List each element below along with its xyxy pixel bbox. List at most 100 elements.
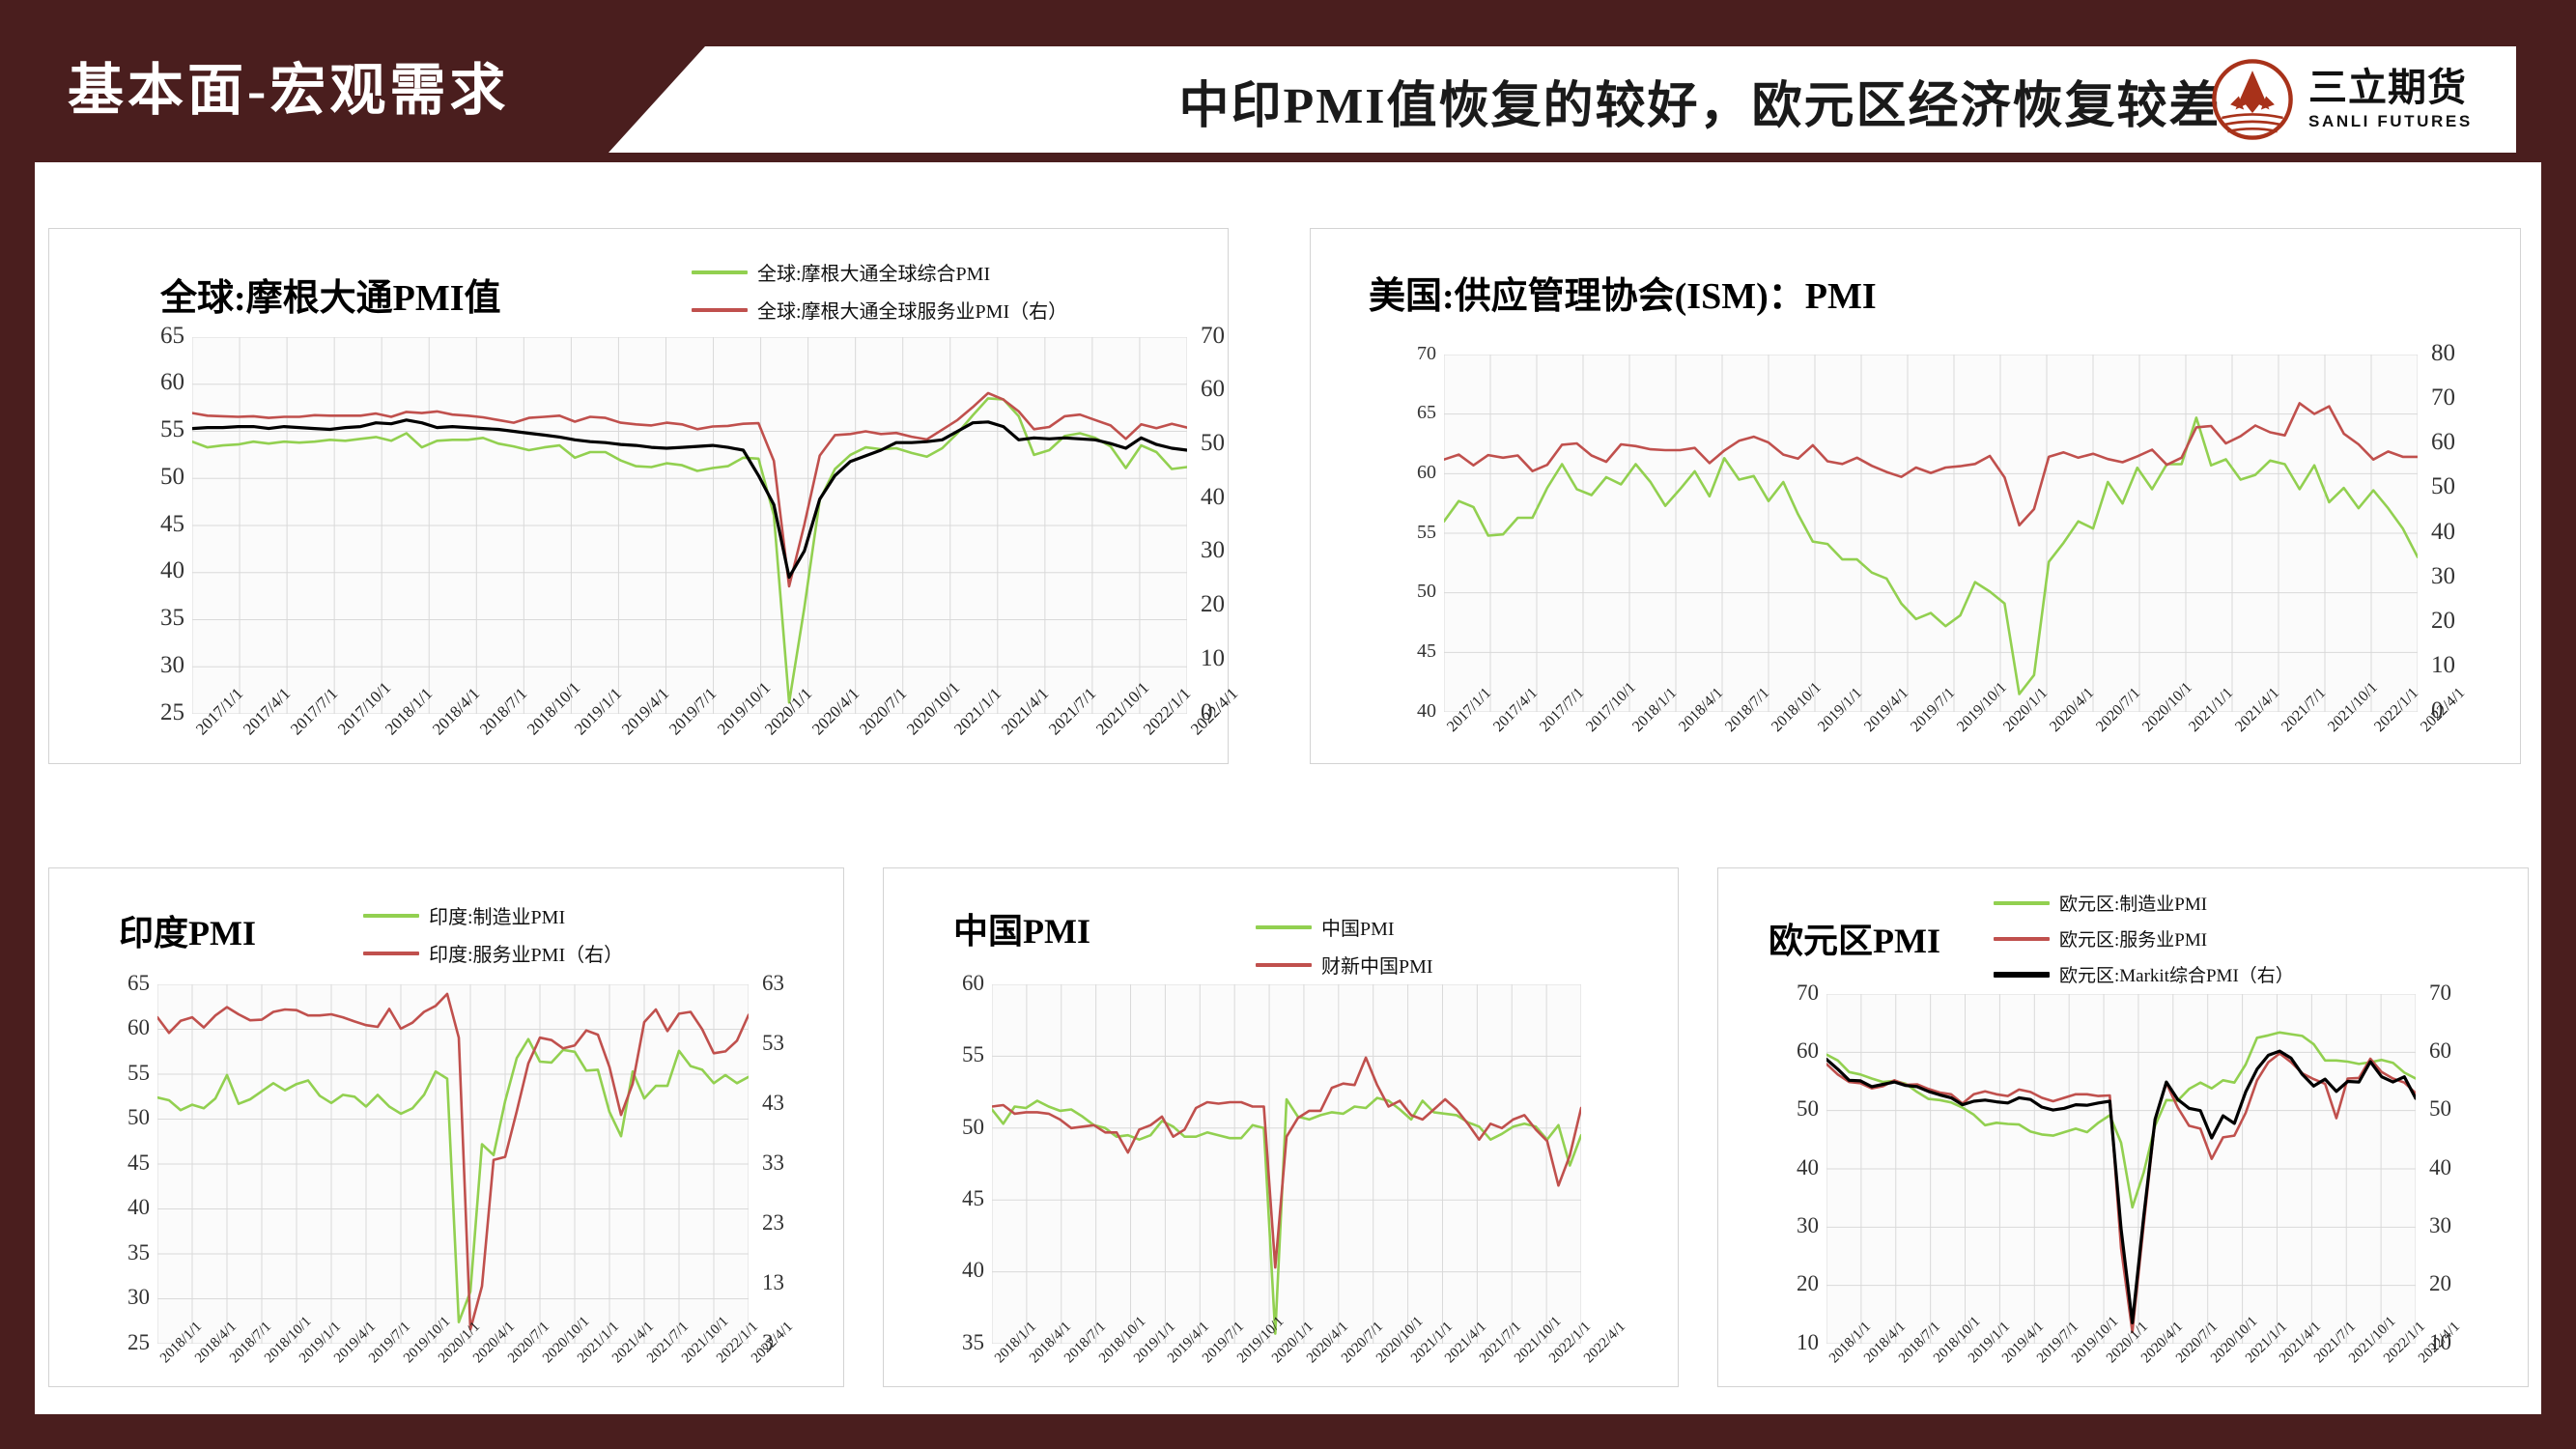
- y-axis-tick-left: 55: [127, 1060, 150, 1085]
- y-axis-tick-left: 45: [160, 510, 184, 537]
- legend-swatch-icon: [363, 951, 419, 955]
- y-axis-tick-left: 10: [1797, 1329, 1819, 1354]
- plot-area-eurozone: [1826, 994, 2416, 1344]
- legend-label: 欧元区:Markit综合PMI（右）: [2059, 966, 2294, 986]
- chart-title-china: 中国PMI: [953, 912, 1090, 951]
- legend-swatch-icon: [692, 307, 748, 312]
- brand-name-cn: 三立期货: [2308, 66, 2467, 109]
- legend-label: 全球:摩根大通全球综合PMI: [757, 264, 991, 285]
- chart-legend-eurozone: 欧元区:制造业PMI 欧元区:服务业PMI 欧元区:Markit综合PMI（右）: [1994, 890, 2294, 987]
- y-axis-tick-right: 20: [1201, 591, 1225, 618]
- y-axis-tick-right: 10: [1201, 644, 1225, 671]
- y-axis-tick-right: 50: [1201, 429, 1225, 456]
- brand-logo-text: 三立期货 SANLI FUTURES: [2308, 68, 2473, 131]
- chart-panel-usa: 美国:供应管理协会(ISM)：PMI美国:供应管理协会(ISM):制造业PMI美…: [1310, 228, 2521, 764]
- y-axis-tick-left: 60: [962, 970, 984, 995]
- chart-title-global: 全球:摩根大通PMI值: [160, 278, 501, 319]
- legend-label: 印度:服务业PMI（右）: [429, 945, 624, 966]
- y-axis-tick-right: 20: [2429, 1271, 2451, 1296]
- legend-label: 印度:制造业PMI: [429, 907, 566, 928]
- y-axis-tick-left: 50: [127, 1105, 150, 1130]
- legend-swatch-icon: [1256, 962, 1312, 967]
- y-axis-tick-left: 30: [127, 1285, 150, 1310]
- y-axis-tick-left: 45: [962, 1185, 984, 1210]
- y-axis-tick-left: 70: [1417, 342, 1436, 364]
- plot-area-china: [992, 984, 1581, 1344]
- y-axis-tick-left: 40: [160, 557, 184, 584]
- y-axis-tick-right: 30: [2431, 562, 2455, 589]
- y-axis-tick-left: 50: [1417, 581, 1436, 603]
- y-axis-tick-left: 40: [1797, 1154, 1819, 1179]
- y-axis-tick-right: 50: [2431, 473, 2455, 500]
- legend-swatch-icon: [1994, 936, 2050, 941]
- y-axis-tick-left: 30: [1797, 1213, 1819, 1238]
- y-axis-tick-left: 40: [962, 1258, 984, 1283]
- header-banner: [609, 46, 2516, 153]
- y-axis-tick-right: 0: [2431, 696, 2444, 724]
- y-axis-tick-right: 10: [2431, 652, 2455, 679]
- y-axis-tick-right: 60: [2429, 1038, 2451, 1064]
- y-axis-tick-left: 20: [1797, 1271, 1819, 1296]
- y-axis-tick-left: 55: [1417, 521, 1436, 543]
- plot-area-global: [192, 337, 1187, 714]
- legend-item: 欧元区:服务业PMI: [1994, 925, 2294, 952]
- y-axis-tick-left: 65: [127, 970, 150, 995]
- legend-item: 全球:摩根大通全球服务业PMI（右）: [692, 296, 1067, 324]
- section-tab-label: 基本面-宏观需求: [68, 59, 510, 122]
- y-axis-tick-right: 20: [2431, 608, 2455, 634]
- legend-item: 欧元区:Markit综合PMI（右）: [1994, 961, 2294, 987]
- y-axis-tick-left: 50: [1797, 1096, 1819, 1122]
- y-axis-tick-right: 40: [1201, 483, 1225, 510]
- y-axis-tick-left: 60: [127, 1015, 150, 1040]
- y-axis-tick-right: 30: [1201, 537, 1225, 564]
- y-axis-tick-left: 35: [127, 1239, 150, 1264]
- y-axis-tick-left: 50: [962, 1114, 984, 1139]
- chart-legend-china: 中国PMI 财新中国PMI: [1256, 913, 1433, 979]
- chart-panel-eurozone: 欧元区PMI 欧元区:制造业PMI 欧元区:服务业PMI 欧元区:Markit综合PM…: [1717, 867, 2529, 1387]
- y-axis-tick-left: 25: [127, 1329, 150, 1354]
- y-axis-tick-right: 13: [762, 1269, 784, 1294]
- y-axis-tick-left: 50: [160, 463, 184, 490]
- y-axis-tick-right: 43: [762, 1090, 784, 1115]
- brand-logo: 三立期货 SANLI FUTURES: [2193, 50, 2502, 149]
- y-axis-tick-left: 65: [1417, 402, 1436, 424]
- legend-item: 欧元区:制造业PMI: [1994, 890, 2294, 916]
- chart-panel-india: 印度PMI 印度:制造业PMI 印度:服务业PMI（右） 25 30 35 40 45 50 55…: [48, 867, 844, 1387]
- legend-item: 财新中国PMI: [1256, 951, 1433, 979]
- legend-label: 中国PMI: [1321, 919, 1395, 940]
- sanli-mountain-icon: [2210, 57, 2295, 142]
- chart-title-usa: 美国:供应管理协会(ISM)：PMI: [1369, 276, 1877, 317]
- legend-swatch-icon: [1994, 900, 2050, 905]
- chart-title-eurozone: 欧元区PMI: [1769, 922, 1940, 960]
- y-axis-tick-left: 40: [1417, 699, 1436, 722]
- y-axis-tick-right: 10: [2429, 1329, 2451, 1354]
- y-axis-tick-left: 35: [160, 605, 184, 631]
- y-axis-tick-right: 63: [762, 970, 784, 995]
- y-axis-tick-left: 60: [1797, 1038, 1819, 1064]
- chart-title-india: 印度PMI: [119, 914, 256, 952]
- y-axis-tick-right: 0: [1201, 698, 1213, 725]
- plot-area-india: [157, 984, 749, 1344]
- y-axis-tick-right: 3: [762, 1329, 774, 1354]
- legend-item: 全球:摩根大通全球综合PMI: [692, 258, 1067, 286]
- y-axis-tick-left: 70: [1797, 980, 1819, 1005]
- y-axis-tick-right: 40: [2431, 518, 2455, 545]
- y-axis-tick-right: 70: [2429, 980, 2451, 1005]
- chart-panel-global: 全球:摩根大通PMI值 全球:摩根大通全球综合PMI 全球:摩根大通全球服务业PMI…: [48, 228, 1241, 764]
- y-axis-tick-right: 60: [1201, 376, 1225, 403]
- legend-swatch-icon: [1994, 971, 2050, 978]
- legend-label: 欧元区:制造业PMI: [2059, 895, 2208, 915]
- plot-area-usa: [1444, 355, 2418, 712]
- y-axis-tick-right: 33: [762, 1150, 784, 1175]
- y-axis-tick-right: 80: [2431, 339, 2455, 366]
- y-axis-tick-right: 40: [2429, 1154, 2451, 1179]
- legend-label: 全球:摩根大通全球服务业PMI（右）: [757, 301, 1068, 323]
- legend-item: 印度:制造业PMI: [363, 901, 623, 929]
- y-axis-tick-left: 45: [127, 1150, 150, 1175]
- y-axis-tick-right: 50: [2429, 1096, 2451, 1122]
- legend-swatch-icon: [1256, 924, 1312, 929]
- legend-item: 中国PMI: [1256, 913, 1433, 941]
- y-axis-tick-right: 53: [762, 1030, 784, 1055]
- y-axis-tick-left: 40: [127, 1195, 150, 1220]
